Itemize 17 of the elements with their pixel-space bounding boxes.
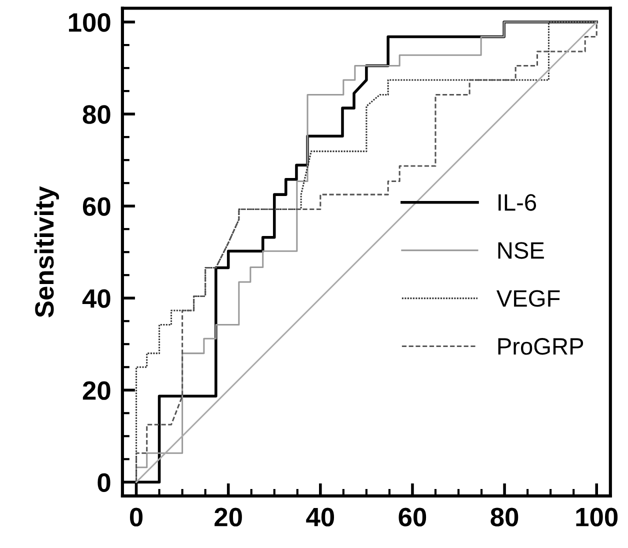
legend-label: ProGRP <box>498 338 584 355</box>
y-tick-label: 100 <box>68 13 110 32</box>
y-tick-label: 60 <box>82 197 110 216</box>
y-tick-label: 40 <box>82 289 110 308</box>
x-tick-label: 0 <box>130 508 143 526</box>
x-tick-label: 60 <box>398 508 426 526</box>
y-tick-label: 0 <box>98 473 110 492</box>
legend-label: VEGF <box>496 290 560 307</box>
legend-label: NSE <box>498 242 544 259</box>
x-tick-label: 100 <box>576 508 618 526</box>
legend-label: IL-6 <box>498 194 536 211</box>
x-tick-label: 20 <box>214 508 242 526</box>
y-axis-title: Sensitivity <box>34 186 59 318</box>
y-tick-label: 80 <box>82 105 110 124</box>
x-tick-label: 40 <box>306 508 334 526</box>
y-tick-label: 20 <box>82 381 110 400</box>
x-tick-label: 80 <box>490 508 518 526</box>
